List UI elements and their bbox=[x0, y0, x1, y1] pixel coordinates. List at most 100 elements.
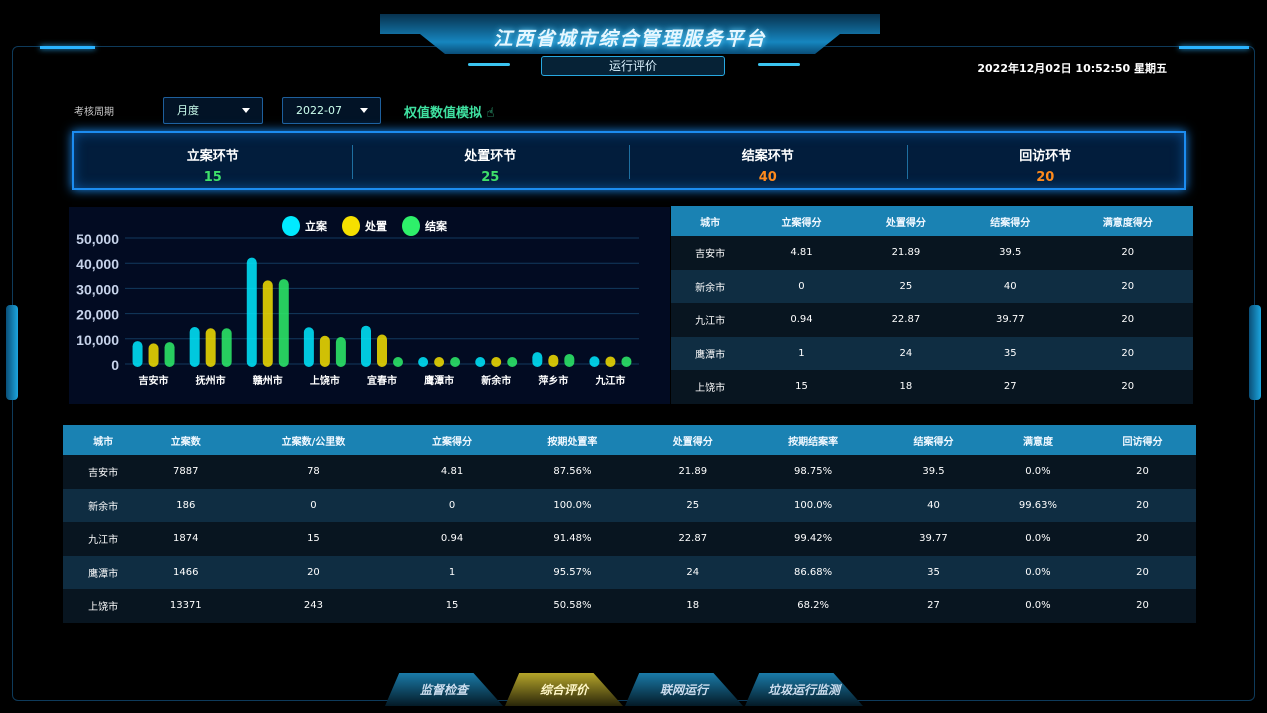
table-row[interactable]: 上饶市 15 18 27 20 bbox=[671, 370, 1193, 404]
table-row[interactable]: 九江市 1874 15 0.94 91.48% 22.87 99.42% 39.77 0.0% 2… bbox=[63, 522, 1196, 556]
table-cell: 20 bbox=[228, 555, 399, 589]
table-cell: 186 bbox=[143, 488, 229, 522]
bar[interactable] bbox=[335, 337, 346, 367]
bar[interactable] bbox=[450, 357, 461, 367]
column-header: 城市 bbox=[671, 206, 750, 236]
month-select[interactable]: 2022-07 bbox=[282, 97, 381, 124]
bar[interactable] bbox=[164, 342, 175, 367]
period-select[interactable]: 月度 bbox=[163, 97, 263, 124]
table-cell: 21.89 bbox=[639, 455, 747, 489]
table-row[interactable]: 吉安市 7887 78 4.81 87.56% 21.89 98.75% 39.5 0.0% 20 bbox=[63, 455, 1196, 489]
bar[interactable] bbox=[303, 327, 314, 367]
tab-2[interactable]: 联网运行 bbox=[625, 673, 743, 706]
bar[interactable] bbox=[621, 356, 632, 367]
caret-down-icon bbox=[360, 108, 368, 113]
bar[interactable] bbox=[605, 356, 616, 367]
bar[interactable] bbox=[475, 357, 486, 367]
table-cell: 22.87 bbox=[639, 522, 747, 556]
bar[interactable] bbox=[548, 354, 559, 367]
x-tick-label: 九江市 bbox=[594, 374, 625, 387]
tab-0[interactable]: 监督检查 bbox=[385, 673, 503, 706]
summary-value: 40 bbox=[758, 170, 777, 185]
column-header: 立案得分 bbox=[749, 206, 854, 236]
table-row[interactable]: 九江市 0.94 22.87 39.77 20 bbox=[671, 303, 1193, 337]
weight-simulate-button[interactable]: 权值数值模拟 ☝ bbox=[404, 102, 494, 121]
bar[interactable] bbox=[393, 357, 403, 367]
decor-bar bbox=[758, 63, 800, 66]
bar[interactable] bbox=[491, 357, 502, 367]
bar[interactable] bbox=[377, 334, 387, 367]
table-cell: 15 bbox=[398, 589, 506, 623]
table-cell: 25 bbox=[639, 488, 747, 522]
bar[interactable] bbox=[507, 357, 518, 367]
table-row[interactable]: 上饶市 13371 243 15 50.58% 18 68.2% 27 0.0% 20 bbox=[63, 589, 1196, 623]
x-tick-label: 新余市 bbox=[481, 374, 511, 387]
summary-item: 处置环节 25 bbox=[351, 133, 630, 188]
bar[interactable] bbox=[319, 335, 330, 367]
bar[interactable] bbox=[589, 356, 600, 367]
table-cell: 24 bbox=[639, 555, 747, 589]
table-cell: 20 bbox=[1062, 370, 1193, 404]
column-header: 立案数/公里数 bbox=[228, 425, 399, 455]
table-header-row: 城市 立案得分 处置得分 结案得分 满意度得分 bbox=[671, 206, 1193, 236]
table-cell: 1466 bbox=[143, 555, 229, 589]
bar[interactable] bbox=[434, 357, 445, 367]
table-row[interactable]: 鹰潭市 1 24 35 20 bbox=[671, 336, 1193, 370]
bar[interactable] bbox=[246, 257, 257, 367]
table-cell: 1 bbox=[749, 336, 854, 370]
column-header: 立案得分 bbox=[398, 425, 506, 455]
table-cell: 39.5 bbox=[879, 455, 987, 489]
column-header: 处置得分 bbox=[853, 206, 959, 236]
table-cell: 20 bbox=[1088, 522, 1196, 556]
table-cell: 0.0% bbox=[986, 455, 1089, 489]
table-row[interactable]: 鹰潭市 1466 20 1 95.57% 24 86.68% 35 0.0% 20 bbox=[63, 555, 1196, 589]
table-cell: 鹰潭市 bbox=[63, 555, 144, 589]
x-tick-label: 萍乡市 bbox=[538, 374, 568, 387]
table-cell: 86.68% bbox=[746, 555, 880, 589]
period-label: 考核周期 bbox=[74, 107, 114, 118]
table-cell: 1874 bbox=[143, 522, 229, 556]
table-cell: 68.2% bbox=[746, 589, 880, 623]
table-cell: 40 bbox=[958, 269, 1063, 303]
summary-item: 结案环节 40 bbox=[629, 133, 907, 188]
column-header: 回访得分 bbox=[1088, 425, 1196, 455]
bar[interactable] bbox=[361, 325, 371, 367]
tab-1[interactable]: 综合评价 bbox=[505, 673, 623, 706]
bar[interactable] bbox=[532, 352, 543, 367]
table-cell: 7887 bbox=[143, 455, 229, 489]
score-table: 城市 立案得分 处置得分 结案得分 满意度得分 吉安市 4.81 21.89 39.5 20 新余市… bbox=[671, 206, 1193, 404]
table-cell: 20 bbox=[1062, 269, 1193, 303]
table-row[interactable]: 新余市 0 25 40 20 bbox=[671, 269, 1193, 303]
table-cell: 20 bbox=[1088, 589, 1196, 623]
table-cell: 40 bbox=[879, 488, 987, 522]
bar[interactable] bbox=[418, 357, 429, 367]
x-tick-label: 鹰潭市 bbox=[424, 374, 454, 387]
column-header: 按期结案率 bbox=[746, 425, 880, 455]
table-cell: 鹰潭市 bbox=[671, 336, 750, 370]
summary-item: 立案环节 15 bbox=[74, 133, 352, 188]
bar[interactable] bbox=[189, 326, 200, 367]
column-header: 结案得分 bbox=[958, 206, 1063, 236]
table-cell: 35 bbox=[958, 336, 1063, 370]
table-row[interactable]: 吉安市 4.81 21.89 39.5 20 bbox=[671, 236, 1193, 270]
column-header: 结案得分 bbox=[879, 425, 987, 455]
bar[interactable] bbox=[262, 280, 273, 367]
x-tick-label: 赣州市 bbox=[253, 374, 283, 387]
table-cell: 99.63% bbox=[986, 488, 1089, 522]
bar[interactable] bbox=[221, 328, 232, 367]
table-cell: 0 bbox=[749, 269, 854, 303]
bottom-tabs: 监督检查 综合评价 联网运行 垃圾运行监测 bbox=[385, 673, 865, 706]
table-cell: 吉安市 bbox=[671, 236, 750, 270]
table-row[interactable]: 新余市 186 0 0 100.0% 25 100.0% 40 99.63% 20 bbox=[63, 488, 1196, 522]
summary-label: 结案环节 bbox=[741, 149, 794, 164]
bar[interactable] bbox=[564, 353, 575, 367]
bar[interactable] bbox=[132, 341, 143, 367]
bar[interactable] bbox=[278, 279, 289, 367]
table-cell: 35 bbox=[879, 555, 987, 589]
bar[interactable] bbox=[148, 343, 159, 367]
legend-label: 处置 bbox=[364, 219, 387, 233]
table-header-row: 城市 立案数 立案数/公里数 立案得分 按期处置率 处置得分 按期结案率 结案得分 满意度 回访得… bbox=[63, 425, 1196, 455]
tab-3[interactable]: 垃圾运行监测 bbox=[745, 673, 863, 706]
column-header: 城市 bbox=[63, 425, 144, 455]
bar[interactable] bbox=[205, 328, 216, 367]
